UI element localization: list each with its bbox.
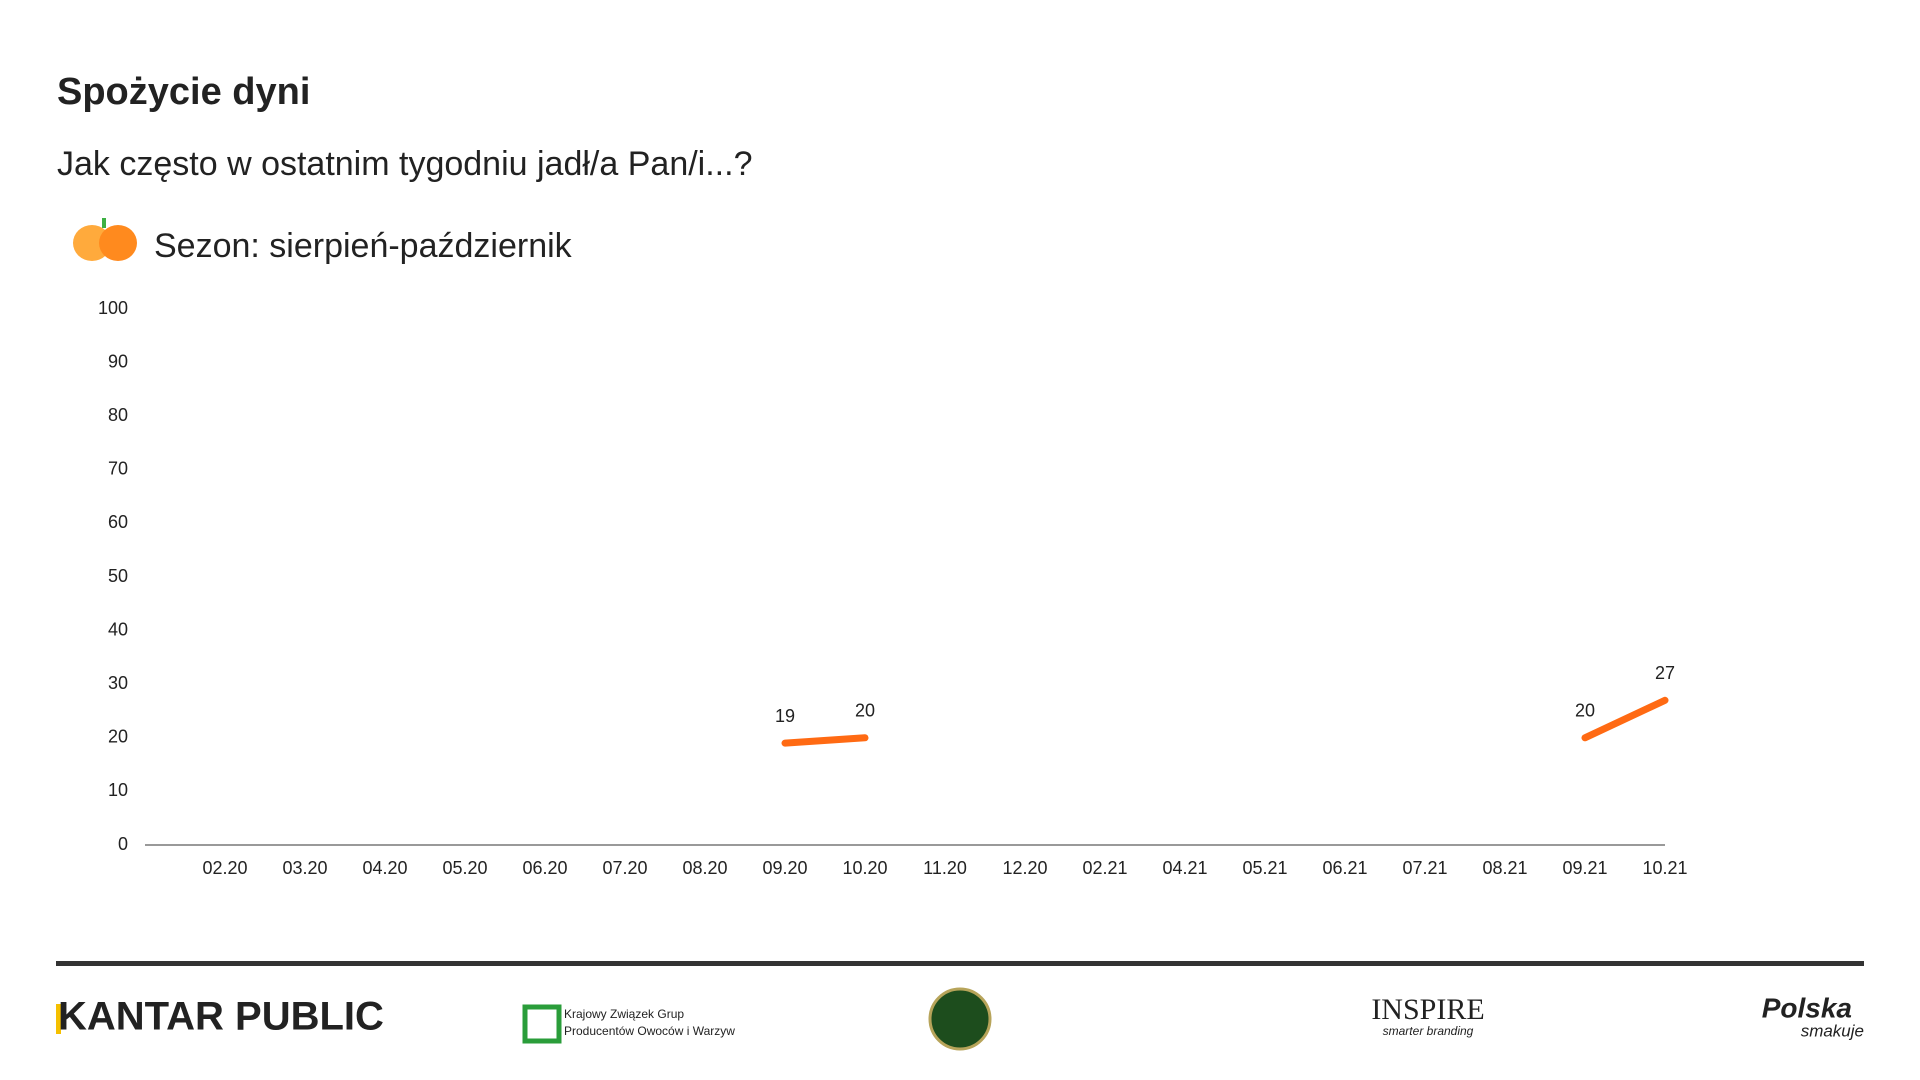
footer-rule <box>56 961 1864 966</box>
y-tick-label: 30 <box>108 673 128 693</box>
x-tick-label: 04.20 <box>362 858 407 878</box>
x-tick-label: 05.21 <box>1242 858 1287 878</box>
y-tick-label: 10 <box>108 780 128 800</box>
kzgp-line2: Producentów Owoców i Warzyw <box>564 1024 735 1038</box>
y-tick-label: 40 <box>108 619 128 639</box>
x-tick-label: 02.21 <box>1082 858 1127 878</box>
x-tick-label: 11.20 <box>923 858 967 878</box>
x-tick-label: 07.21 <box>1402 858 1447 878</box>
x-tick-label: 06.21 <box>1322 858 1367 878</box>
x-tick-label: 05.20 <box>442 858 487 878</box>
x-tick-label: 09.20 <box>762 858 807 878</box>
subtitle: Jak często w ostatnim tygodniu jadł/a Pa… <box>57 145 752 183</box>
data-label: 27 <box>1655 663 1675 683</box>
x-tick-label: 02.20 <box>202 858 247 878</box>
x-tick-label: 09.21 <box>1562 858 1607 878</box>
kzgp-line1: Krajowy Związek Grup <box>564 1007 684 1021</box>
y-tick-label: 60 <box>108 512 128 532</box>
y-tick-label: 90 <box>108 351 128 371</box>
inspire-logo: INSPIRE <box>1371 993 1484 1026</box>
season-label: Sezon: sierpień-październik <box>154 227 573 265</box>
x-tick-label: 10.21 <box>1642 858 1687 878</box>
y-tick-label: 50 <box>108 566 128 586</box>
series-line <box>781 696 1669 747</box>
x-tick-label: 03.20 <box>282 858 327 878</box>
x-tick-label: 10.20 <box>842 858 887 878</box>
inspire-sub: smarter branding <box>1383 1024 1474 1038</box>
x-tick-label: 06.20 <box>522 858 567 878</box>
y-tick-label: 0 <box>118 834 128 854</box>
x-tick-label: 12.20 <box>1002 858 1047 878</box>
y-tick-label: 80 <box>108 405 128 425</box>
kzgp-icon <box>522 1004 562 1044</box>
data-label: 19 <box>775 706 795 726</box>
x-tick-label: 08.21 <box>1482 858 1527 878</box>
pumpkin-icon <box>73 218 137 261</box>
ministry-logo <box>928 987 992 1051</box>
kantar-accent <box>56 1004 61 1034</box>
x-tick-label: 07.20 <box>602 858 647 878</box>
plot: 0 10 20 30 40 50 60 70 80 90 100 02.20 03.20 04.20 05.… <box>98 298 1688 878</box>
title: Spożycie dyni <box>57 71 310 113</box>
data-label: 20 <box>855 701 875 721</box>
kantar-logo: KANTAR PUBLIC <box>58 995 384 1039</box>
y-tick-label: 20 <box>108 727 128 747</box>
y-tick-label: 70 <box>108 459 128 479</box>
x-tick-label: 08.20 <box>682 858 727 878</box>
x-tick-label: 04.21 <box>1162 858 1207 878</box>
polska-sub: smakuje <box>1801 1021 1864 1040</box>
data-label: 20 <box>1575 701 1595 721</box>
y-tick-label: 100 <box>98 298 128 318</box>
polska-logo: Polska <box>1762 992 1852 1023</box>
